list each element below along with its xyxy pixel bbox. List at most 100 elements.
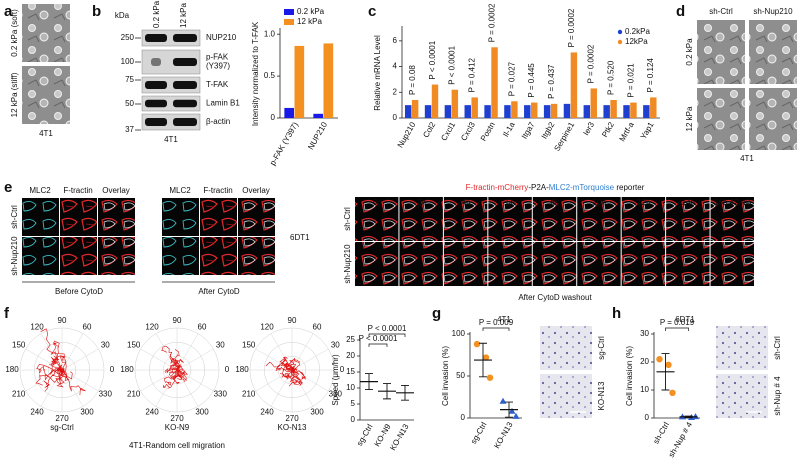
trajectory bbox=[275, 364, 294, 374]
label: Overlay bbox=[242, 186, 270, 195]
label: 14h bbox=[682, 198, 695, 207]
bracket bbox=[368, 343, 388, 347]
legend-label: 12kPa bbox=[625, 37, 648, 46]
micrograph bbox=[200, 237, 237, 275]
label: 6DT1 bbox=[290, 233, 310, 242]
label: 12 kPa (stiff) bbox=[10, 72, 19, 117]
trajectory bbox=[43, 368, 63, 392]
bar bbox=[404, 105, 412, 118]
bar bbox=[563, 103, 571, 118]
micrograph bbox=[98, 237, 135, 275]
polar-spoke bbox=[255, 369, 293, 392]
error-bar bbox=[661, 353, 670, 391]
legend-label: 0.2 kPa bbox=[297, 7, 325, 16]
bar bbox=[550, 103, 558, 118]
blot-band bbox=[145, 81, 167, 89]
label: 150 bbox=[127, 341, 141, 350]
y-tick-label: 0 bbox=[461, 413, 466, 422]
label: 4h bbox=[462, 198, 471, 207]
label: 210 bbox=[127, 390, 141, 399]
trajectory bbox=[175, 358, 184, 371]
reporter-part: F-tractin-mCherry bbox=[466, 183, 529, 192]
micrograph bbox=[710, 242, 754, 286]
label: 250 bbox=[121, 33, 135, 42]
label: 30 bbox=[331, 341, 340, 350]
y-tick-label: 2 bbox=[393, 87, 398, 96]
label: Lamin B1 bbox=[206, 99, 240, 108]
axis-label: Intensity normalized to T-FAK bbox=[251, 21, 260, 126]
y-tick-label: 5 bbox=[351, 399, 356, 408]
bar bbox=[583, 105, 591, 118]
micrograph bbox=[621, 197, 666, 241]
error-bar bbox=[505, 401, 513, 418]
micrograph bbox=[716, 374, 768, 418]
trajectory bbox=[173, 369, 181, 385]
label: KO-N9 bbox=[165, 423, 190, 432]
x-tick-label: KO-N13 bbox=[492, 420, 515, 450]
micrograph bbox=[22, 237, 59, 275]
label: sh-Ctrl bbox=[10, 205, 19, 229]
micrograph bbox=[60, 198, 97, 236]
x-tick-label: NUP210 bbox=[306, 120, 329, 151]
p-value: P = 0.412 bbox=[468, 58, 477, 93]
x-tick-label: sh-Ctrl bbox=[651, 420, 671, 445]
bar bbox=[504, 105, 511, 118]
polar-spoke bbox=[176, 348, 214, 371]
axis-label: Cell invasion (%) bbox=[441, 346, 450, 406]
legend-label: 0.2kPa bbox=[625, 27, 650, 36]
label: 240 bbox=[145, 408, 159, 417]
p-value: P = 0.0002 bbox=[487, 3, 496, 42]
trajectory bbox=[169, 353, 178, 371]
micrograph bbox=[443, 242, 488, 286]
y-tick-label: 1.0 bbox=[264, 29, 276, 38]
point bbox=[486, 374, 494, 381]
bar bbox=[623, 105, 630, 118]
micrograph bbox=[532, 197, 577, 241]
bar bbox=[431, 84, 439, 118]
y-tick-label: 100 bbox=[452, 329, 466, 338]
label: 150 bbox=[242, 341, 256, 350]
label: 2h bbox=[417, 198, 426, 207]
label: 0 bbox=[110, 365, 115, 374]
label: 120 bbox=[30, 323, 44, 332]
micrograph bbox=[577, 197, 621, 241]
label: 240 bbox=[30, 408, 44, 417]
label: 270 bbox=[285, 414, 299, 423]
label: KO-N13 bbox=[597, 381, 606, 410]
polar-spoke bbox=[291, 333, 314, 371]
error-bar bbox=[383, 383, 391, 400]
trajectory bbox=[61, 369, 86, 396]
point bbox=[482, 354, 490, 361]
polar-spoke bbox=[25, 348, 63, 371]
p-value: P < 0.0001 bbox=[368, 324, 407, 333]
x-tick-label: Postn bbox=[479, 121, 497, 143]
y-tick-label: 30 bbox=[640, 329, 649, 338]
panel-label: d bbox=[676, 3, 685, 20]
polar-spoke bbox=[155, 333, 178, 371]
label: 0 bbox=[340, 365, 345, 374]
p-value: P = 0.009 bbox=[479, 318, 514, 327]
p-value: P = 0.445 bbox=[527, 63, 536, 98]
chart-title: 4T1 bbox=[497, 315, 511, 324]
micrograph bbox=[238, 237, 275, 275]
label: sh-Nup # 4 bbox=[773, 376, 782, 416]
bar bbox=[603, 105, 610, 118]
micrograph bbox=[399, 242, 443, 286]
trajectory bbox=[166, 359, 179, 374]
label: 180 bbox=[120, 365, 134, 374]
label: KO-N13 bbox=[278, 423, 307, 432]
y-tick-label: 10 bbox=[640, 385, 649, 394]
label: 210 bbox=[242, 390, 256, 399]
error-bar bbox=[684, 415, 693, 419]
bar bbox=[524, 105, 531, 118]
trajectory bbox=[291, 369, 307, 380]
micrograph bbox=[540, 326, 592, 370]
micrograph bbox=[200, 198, 237, 236]
micrograph bbox=[666, 242, 710, 286]
p-value: P = 0.124 bbox=[646, 58, 655, 93]
p-value: P = 0.019 bbox=[660, 318, 695, 327]
label: (Y397) bbox=[206, 62, 230, 71]
micrograph bbox=[60, 237, 97, 275]
label: 4T1 bbox=[740, 154, 754, 163]
p-value: P = 0.520 bbox=[606, 60, 615, 95]
